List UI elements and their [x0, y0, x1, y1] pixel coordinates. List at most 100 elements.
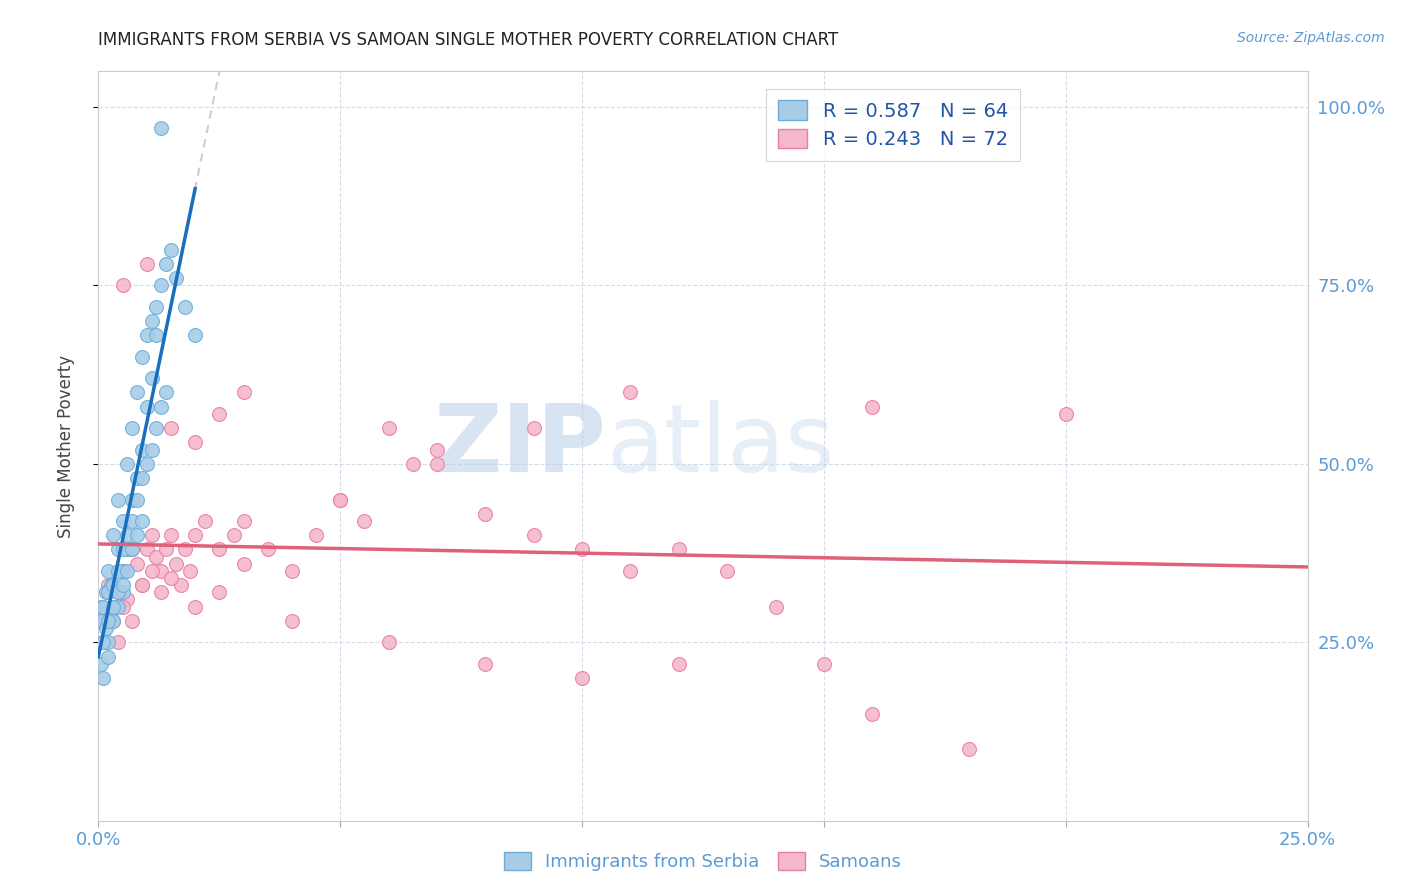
- Point: [426, 457, 449, 471]
- Point: [141, 564, 163, 578]
- Point: [160, 421, 183, 435]
- Point: [101, 614, 124, 628]
- Point: [90, 657, 112, 671]
- Point: [232, 557, 254, 571]
- Point: [150, 278, 173, 293]
- Point: [90, 599, 112, 614]
- Point: [145, 300, 167, 314]
- Point: [97, 564, 120, 578]
- Point: [281, 614, 304, 628]
- Point: [111, 564, 134, 578]
- Point: [256, 542, 278, 557]
- Point: [305, 528, 328, 542]
- Point: [160, 571, 183, 585]
- Point: [91, 614, 114, 628]
- Point: [141, 314, 163, 328]
- Point: [141, 442, 163, 457]
- Point: [150, 585, 173, 599]
- Point: [619, 385, 641, 400]
- Point: [111, 542, 134, 557]
- Point: [131, 578, 153, 592]
- Point: [107, 599, 129, 614]
- Point: [121, 421, 143, 435]
- Point: [135, 400, 157, 414]
- Point: [131, 514, 153, 528]
- Point: [107, 635, 129, 649]
- Point: [107, 492, 129, 507]
- Point: [1054, 407, 1077, 421]
- Point: [107, 585, 129, 599]
- Point: [107, 585, 129, 599]
- Point: [179, 564, 201, 578]
- Point: [101, 599, 124, 614]
- Point: [127, 528, 149, 542]
- Point: [402, 457, 425, 471]
- Point: [353, 514, 375, 528]
- Point: [97, 649, 120, 664]
- Point: [160, 528, 183, 542]
- Point: [97, 585, 120, 599]
- Point: [184, 435, 207, 450]
- Point: [127, 471, 149, 485]
- Point: [90, 614, 112, 628]
- Point: [160, 243, 183, 257]
- Point: [169, 578, 191, 592]
- Point: [117, 528, 139, 542]
- Point: [232, 514, 254, 528]
- Point: [523, 528, 546, 542]
- Point: [117, 542, 139, 557]
- Point: [523, 421, 546, 435]
- Point: [813, 657, 835, 671]
- Point: [426, 442, 449, 457]
- Point: [111, 564, 134, 578]
- Point: [155, 542, 177, 557]
- Point: [121, 542, 143, 557]
- Point: [91, 599, 114, 614]
- Point: [150, 564, 173, 578]
- Point: [208, 542, 231, 557]
- Text: atlas: atlas: [606, 400, 835, 492]
- Point: [222, 528, 245, 542]
- Point: [150, 121, 173, 136]
- Legend: R = 0.587   N = 64, R = 0.243   N = 72: R = 0.587 N = 64, R = 0.243 N = 72: [766, 88, 1019, 161]
- Point: [860, 706, 883, 721]
- Point: [117, 564, 139, 578]
- Point: [101, 528, 124, 542]
- Point: [111, 578, 134, 592]
- Point: [97, 578, 120, 592]
- Point: [135, 328, 157, 343]
- Point: [111, 599, 134, 614]
- Point: [91, 635, 114, 649]
- Point: [135, 542, 157, 557]
- Point: [765, 599, 787, 614]
- Point: [474, 507, 496, 521]
- Point: [97, 635, 120, 649]
- Point: [184, 528, 207, 542]
- Point: [957, 742, 980, 756]
- Legend: Immigrants from Serbia, Samoans: Immigrants from Serbia, Samoans: [496, 845, 910, 879]
- Point: [135, 257, 157, 271]
- Point: [329, 492, 352, 507]
- Point: [91, 671, 114, 685]
- Point: [100, 578, 122, 592]
- Text: ZIP: ZIP: [433, 400, 606, 492]
- Point: [155, 257, 177, 271]
- Point: [208, 585, 231, 599]
- Point: [131, 471, 153, 485]
- Point: [377, 635, 399, 649]
- Y-axis label: Single Mother Poverty: Single Mother Poverty: [56, 354, 75, 538]
- Point: [117, 457, 139, 471]
- Point: [127, 492, 149, 507]
- Point: [91, 599, 114, 614]
- Point: [135, 457, 157, 471]
- Point: [121, 614, 143, 628]
- Point: [127, 557, 149, 571]
- Point: [619, 564, 641, 578]
- Point: [281, 564, 304, 578]
- Point: [145, 421, 167, 435]
- Point: [232, 385, 254, 400]
- Point: [165, 557, 187, 571]
- Point: [131, 350, 153, 364]
- Point: [194, 514, 217, 528]
- Point: [111, 585, 134, 599]
